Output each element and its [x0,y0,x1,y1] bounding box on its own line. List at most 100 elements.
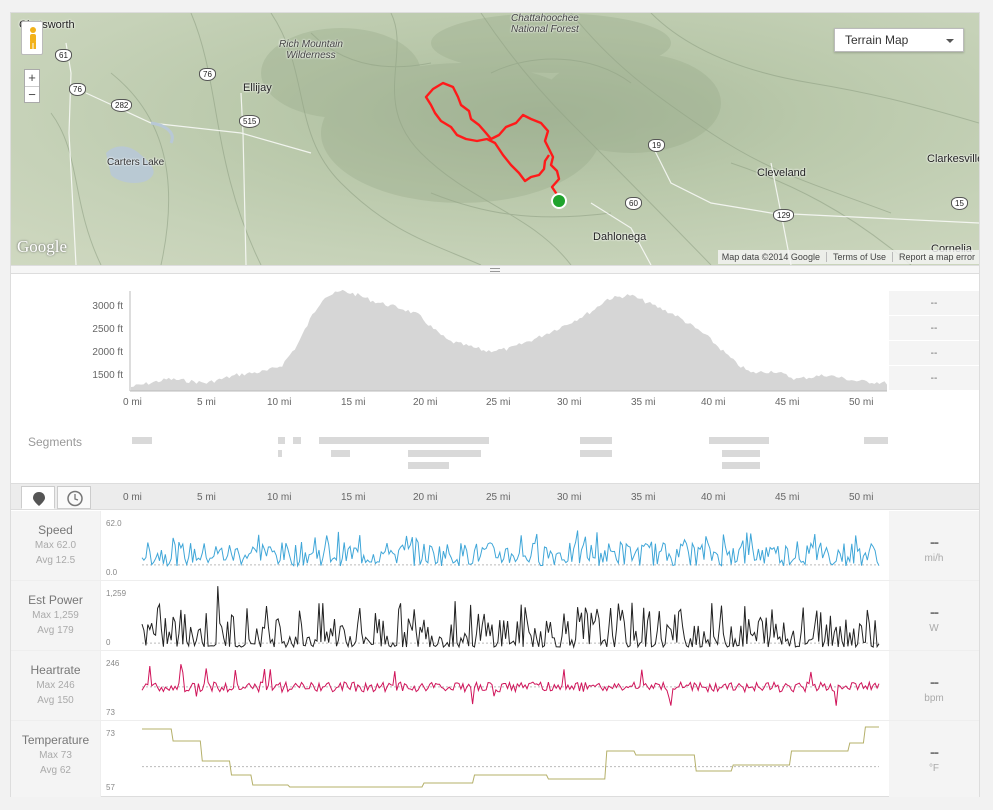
stream-trace [141,530,880,568]
segment-bar[interactable] [408,450,481,457]
elev-x-tick: 0 mi [123,397,142,408]
stream-avg: Avg 150 [37,695,74,706]
segment-bar[interactable] [278,450,282,457]
elev-x-tick: 40 mi [701,397,726,408]
elev-x-tick: 25 mi [486,397,511,408]
chevron-down-icon [946,39,954,43]
segment-bar[interactable] [580,450,612,457]
stream-x-tick: 35 mi [631,492,656,503]
stream-trace [141,664,880,706]
stream-x-tick: 20 mi [413,492,438,503]
stream-max: Max 1,259 [32,610,79,621]
elev-readout: -- [889,366,979,391]
heartrate-stream[interactable]: Heartrate Max 246 Avg 150 246 73 -- bpm [11,651,979,721]
stream-value: -- [930,674,939,691]
segment-bar[interactable] [278,437,285,444]
stream-unit: °F [928,763,940,774]
zoom-control: + − [24,69,40,103]
power-line-chart [141,586,880,649]
route-shield: 282 [111,99,133,112]
elev-x-tick: 10 mi [267,397,292,408]
elev-y-tick: 2000 ft [92,347,123,358]
stream-x-tick: 10 mi [267,492,292,503]
stream-max: Max 73 [39,750,72,761]
segment-bar[interactable] [408,462,449,469]
stream-axis-bar: 0 mi 5 mi 10 mi 15 mi 20 mi 25 mi 30 mi … [11,483,979,510]
stream-x-tick: 45 mi [775,492,800,503]
elev-x-tick: 45 mi [775,397,800,408]
route-shield: 60 [625,197,642,210]
google-logo: Google [17,237,68,256]
zoom-out-button[interactable]: − [25,86,39,102]
elevation-profile[interactable]: 3000 ft 2500 ft 2000 ft 1500 ft 0 mi 5 m… [11,275,979,409]
segment-bar[interactable] [319,437,489,444]
stream-name: Heartrate [30,663,81,677]
stream-unit: W [929,623,939,634]
route-shield: 76 [69,83,86,96]
stream-top-value: 73 [106,729,115,738]
stream-avg: Avg 12.5 [35,555,76,566]
route-shield: 61 [55,49,72,62]
segment-bar[interactable] [132,437,152,444]
stream-bottom-value: 57 [106,783,115,792]
zoom-in-button[interactable]: + [28,70,36,85]
temperature-stream[interactable]: Temperature Max 73 Avg 62 73 57 -- °F [11,721,979,797]
report-map-error-link[interactable]: Report a map error [891,252,975,262]
stream-name: Speed [38,523,73,537]
stream-max: Max 62.0 [34,540,77,551]
map-type-dropdown[interactable]: Terrain Map [834,28,964,52]
segment-bar[interactable] [709,437,769,444]
stream-bottom-value: 0 [106,638,111,647]
power-label-panel: Est Power Max 1,259 Avg 179 [11,581,101,650]
segment-bar[interactable] [293,437,301,444]
stream-unit: mi/h [924,553,944,564]
stream-avg: Avg 179 [37,625,74,636]
stream-value: -- [930,604,939,621]
elev-readout: -- [889,341,979,366]
place-chattahoochee: Chattahoochee National Forest [511,13,579,35]
stream-max: Max 246 [36,680,75,691]
speed-label-panel: Speed Max 62.0 Avg 12.5 [11,511,101,580]
stream-value: -- [930,534,939,551]
segment-bar[interactable] [722,450,760,457]
elev-readout: -- [889,316,979,341]
speed-stream[interactable]: Speed Max 62.0 Avg 12.5 62.0 0.0 -- mi/h [11,511,979,581]
map-data-text: Map data ©2014 Google [721,252,820,262]
segments-title: Segments [28,435,83,449]
stream-trace [141,586,880,649]
resize-handle[interactable] [11,265,979,274]
stream-bottom-value: 0.0 [106,568,118,577]
stream-top-value: 246 [106,659,120,668]
elev-y-tick: 2500 ft [92,324,123,335]
heartrate-readout: -- bpm [889,651,979,720]
elev-x-tick: 20 mi [413,397,438,408]
power-stream[interactable]: Est Power Max 1,259 Avg 179 1,259 0 -- W [11,581,979,651]
map-pin-icon [33,492,45,506]
activity-analysis-panel: Chatsworth Chattahoochee National Forest… [10,12,980,797]
terms-of-use-link[interactable]: Terms of Use [825,252,886,262]
route-shield: 129 [773,209,795,222]
route-shield: 76 [199,68,216,81]
stream-x-tick: 0 mi [123,492,142,503]
segment-bar[interactable] [722,462,760,469]
time-tab[interactable] [57,486,91,509]
heartrate-label-panel: Heartrate Max 246 Avg 150 [11,651,101,720]
place-cleveland: Cleveland [757,167,806,179]
pegman-icon [28,26,38,50]
stream-bottom-value: 73 [106,708,115,717]
elev-x-tick: 15 mi [341,397,366,408]
place-dahlonega: Dahlonega [593,231,647,243]
place-clarkesville: Clarkesville [927,153,979,165]
temperature-readout: -- °F [889,721,979,797]
elev-readout: -- [889,291,979,316]
distance-tab[interactable] [21,486,55,509]
elev-y-tick: 1500 ft [92,370,123,381]
segment-bar[interactable] [864,437,888,444]
segment-bar[interactable] [580,437,612,444]
temperature-line-chart [142,726,879,788]
route-map[interactable]: Chatsworth Chattahoochee National Forest… [11,13,979,265]
street-view-pegman[interactable] [21,21,43,55]
segment-bar[interactable] [331,450,350,457]
stream-x-tick: 25 mi [486,492,511,503]
elevation-area [131,289,887,391]
